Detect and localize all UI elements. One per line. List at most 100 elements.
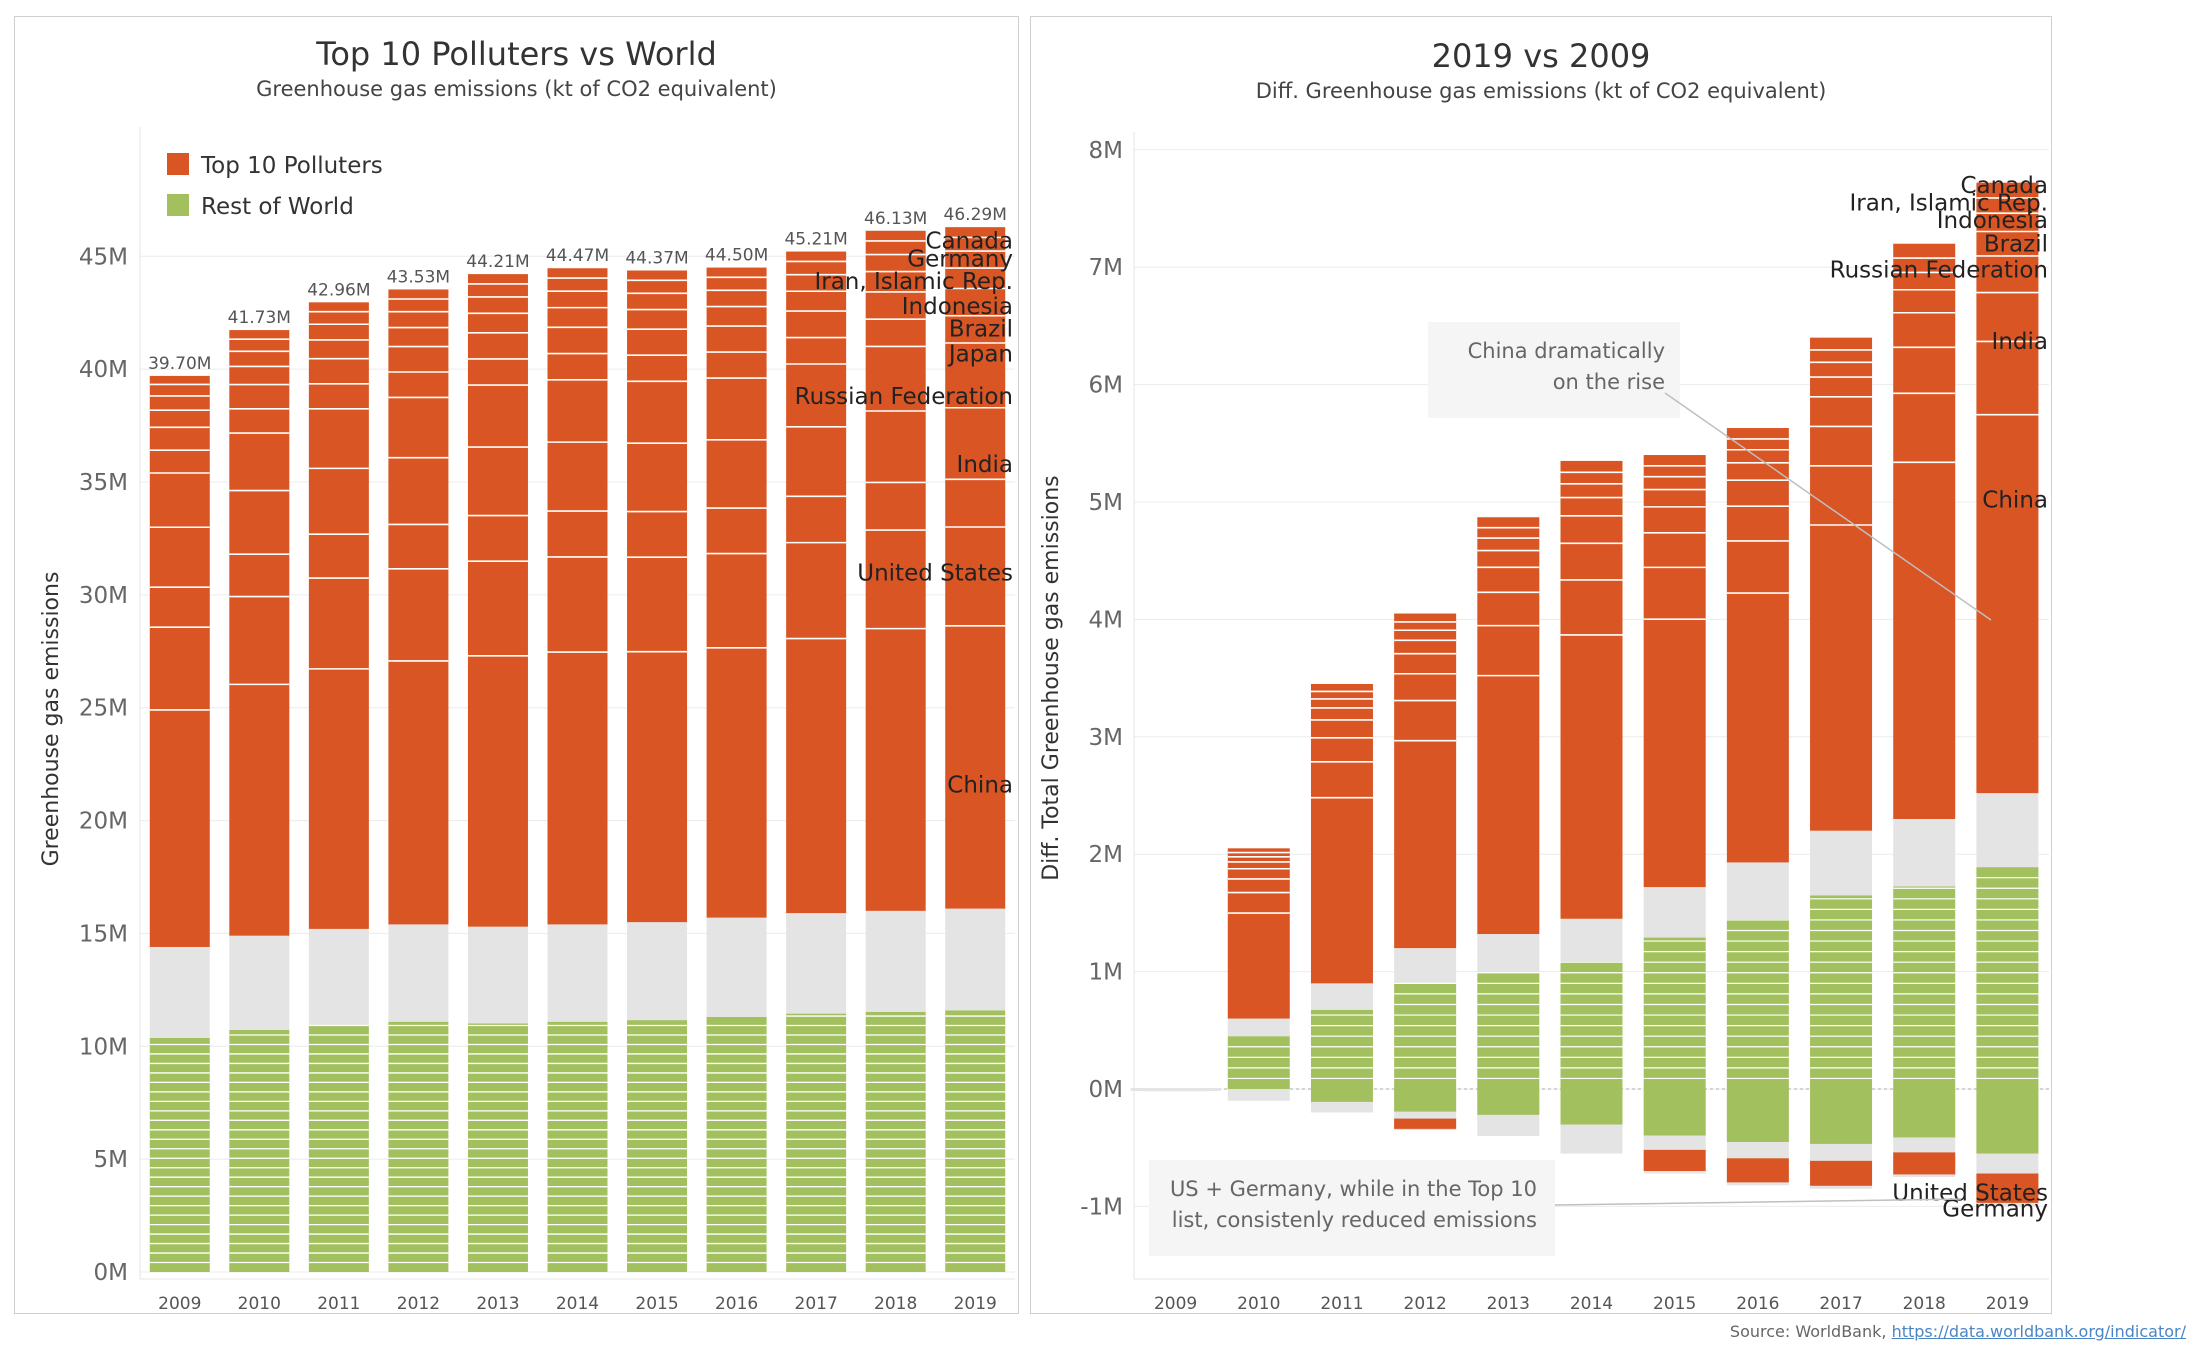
left-chart-panel: Top 10 Polluters vs World Greenhouse gas… — [14, 16, 1019, 1314]
x-tick-label: 2009 — [1154, 1294, 1197, 1313]
bar-rest-of-world-gray — [1810, 830, 1873, 896]
x-tick-label: 2009 — [158, 1294, 201, 1313]
total-label: 44.47M — [546, 246, 609, 266]
country-label: China — [1982, 488, 2048, 514]
bar-rest-of-world-green — [1643, 937, 1706, 1089]
x-tick-label: 2018 — [1903, 1294, 1946, 1313]
y-tick-label: 25M — [79, 696, 128, 722]
total-label: 44.50M — [705, 246, 768, 266]
bar-rest-of-world-green — [1810, 895, 1873, 1089]
y-tick-label: 7M — [1089, 255, 1123, 281]
y-tick-label: 20M — [79, 809, 128, 835]
country-label: Canada — [925, 228, 1013, 254]
country-label: Iran, Islamic Rep. — [1849, 191, 2048, 217]
country-label: Russian Federation — [1830, 258, 2048, 284]
total-label: 44.21M — [466, 252, 529, 272]
bar-rest-of-world-gray — [229, 935, 290, 1030]
legend-label: Rest of World — [201, 194, 354, 220]
bar-rest-of-world-green — [1227, 1036, 1290, 1089]
bar-negative-green — [1976, 1089, 2039, 1154]
country-label: Germany — [1942, 1197, 2048, 1223]
bar-negative-top10 — [1976, 1173, 2039, 1203]
bar-rest-of-world-green — [1310, 1009, 1373, 1089]
country-label: China — [947, 772, 1013, 798]
x-tick-label: 2019 — [954, 1294, 997, 1313]
y-tick-label: 6M — [1089, 373, 1123, 399]
y-tick-label: 4M — [1089, 607, 1123, 633]
annotation-text: US + Germany, while in the Top 10 — [1170, 1177, 1537, 1201]
y-axis-title: Diff. Total Greenhouse gas emissions — [1039, 475, 1064, 880]
source-link[interactable]: https://data.worldbank.org/indicator/ — [1891, 1322, 2186, 1341]
bar-negative-green — [1810, 1089, 1873, 1144]
bar-negative-green — [1726, 1089, 1789, 1142]
total-label: 41.73M — [228, 308, 291, 328]
y-tick-label: 35M — [79, 470, 128, 496]
right-chart-title: 2019 vs 2009 — [1431, 37, 1651, 75]
bar-rest-of-world-gray — [1310, 983, 1373, 1010]
x-tick-label: 2010 — [1237, 1294, 1280, 1313]
x-tick-label: 2011 — [317, 1294, 360, 1313]
annotation-box — [1149, 1160, 1555, 1256]
bar-top10 — [865, 230, 926, 911]
bar-negative-green — [1643, 1089, 1706, 1136]
total-label: 46.29M — [944, 205, 1007, 225]
annotation-pointer — [1664, 392, 1992, 621]
annotation-text: on the rise — [1553, 370, 1665, 394]
y-tick-label: 8M — [1089, 138, 1123, 164]
y-tick-label: 0M — [94, 1260, 128, 1286]
x-tick-label: 2015 — [635, 1294, 678, 1313]
bar-rest-of-world-gray — [1976, 793, 2039, 868]
bar-top10 — [1477, 517, 1540, 935]
bar-negative-top10 — [1893, 1152, 1956, 1175]
bar-top10 — [1976, 182, 2039, 794]
x-tick-label: 2010 — [238, 1294, 281, 1313]
bar-rest-of-world-gray — [786, 913, 847, 1014]
y-tick-label: 3M — [1089, 725, 1123, 751]
bar-rest-of-world-green — [627, 1020, 688, 1272]
total-label: 46.13M — [864, 209, 927, 229]
bar-top10 — [1893, 243, 1956, 819]
y-tick-label: 15M — [79, 921, 128, 947]
bar-top10 — [1560, 460, 1623, 919]
bar-rest-of-world-gray — [865, 910, 926, 1012]
total-label: 45.21M — [784, 230, 847, 250]
country-label: Russian Federation — [795, 384, 1013, 410]
x-tick-label: 2013 — [476, 1294, 519, 1313]
bar-rest-of-world-gray — [388, 924, 449, 1022]
y-tick-label: 1M — [1089, 960, 1123, 986]
annotation-text: list, consistenly reduced emissions — [1172, 1208, 1537, 1232]
total-label: 43.53M — [387, 267, 450, 287]
x-tick-label: 2012 — [397, 1294, 440, 1313]
left-chart-svg: 0M 5M 10M 15M 20M 25M 30M 35M 40M 45M Greenhouse g… — [39, 127, 1015, 1313]
legend-label: Top 10 Polluters — [200, 153, 383, 179]
x-tick-label: 2013 — [1487, 1294, 1530, 1313]
left-chart-subtitle: Greenhouse gas emissions (kt of CO2 equi… — [256, 77, 777, 101]
bar-rest-of-world-green — [1477, 972, 1540, 1089]
bar-rest-of-world-green — [467, 1023, 528, 1272]
source-note: Source: WorldBank, https://data.worldban… — [1730, 1322, 2186, 1341]
right-chart-subtitle: Diff. Greenhouse gas emissions (kt of CO… — [1255, 79, 1827, 103]
country-label: Indonesia — [1937, 208, 2048, 234]
bar-top10 — [229, 330, 290, 936]
country-label: India — [1992, 329, 2048, 355]
x-tick-label: 2014 — [556, 1294, 599, 1313]
bar-negative-green — [1477, 1089, 1540, 1115]
country-label: Indonesia — [902, 294, 1013, 320]
bar-top10 — [547, 268, 608, 925]
x-tick-label: 2012 — [1404, 1294, 1447, 1313]
y-tick-label: 0M — [1089, 1077, 1123, 1103]
bar-top10 — [706, 267, 767, 918]
total-label: 44.37M — [625, 249, 688, 269]
bar-negative-top10 — [1810, 1160, 1873, 1186]
y-axis-title: Greenhouse gas emissions — [39, 572, 64, 867]
bar-top10 — [1810, 337, 1873, 831]
bar-negative-top10 — [1726, 1158, 1789, 1183]
bar-rest-of-world-gray — [1893, 818, 1956, 887]
country-label: Iran, Islamic Rep. — [814, 269, 1013, 295]
x-tick-label: 2014 — [1570, 1294, 1613, 1313]
bar-negative-green — [1310, 1089, 1373, 1102]
country-label: Canada — [1960, 173, 2048, 199]
bar-top10 — [308, 302, 369, 929]
bar-negative-gray — [1227, 1089, 1290, 1101]
bar-rest-of-world-gray — [547, 924, 608, 1022]
